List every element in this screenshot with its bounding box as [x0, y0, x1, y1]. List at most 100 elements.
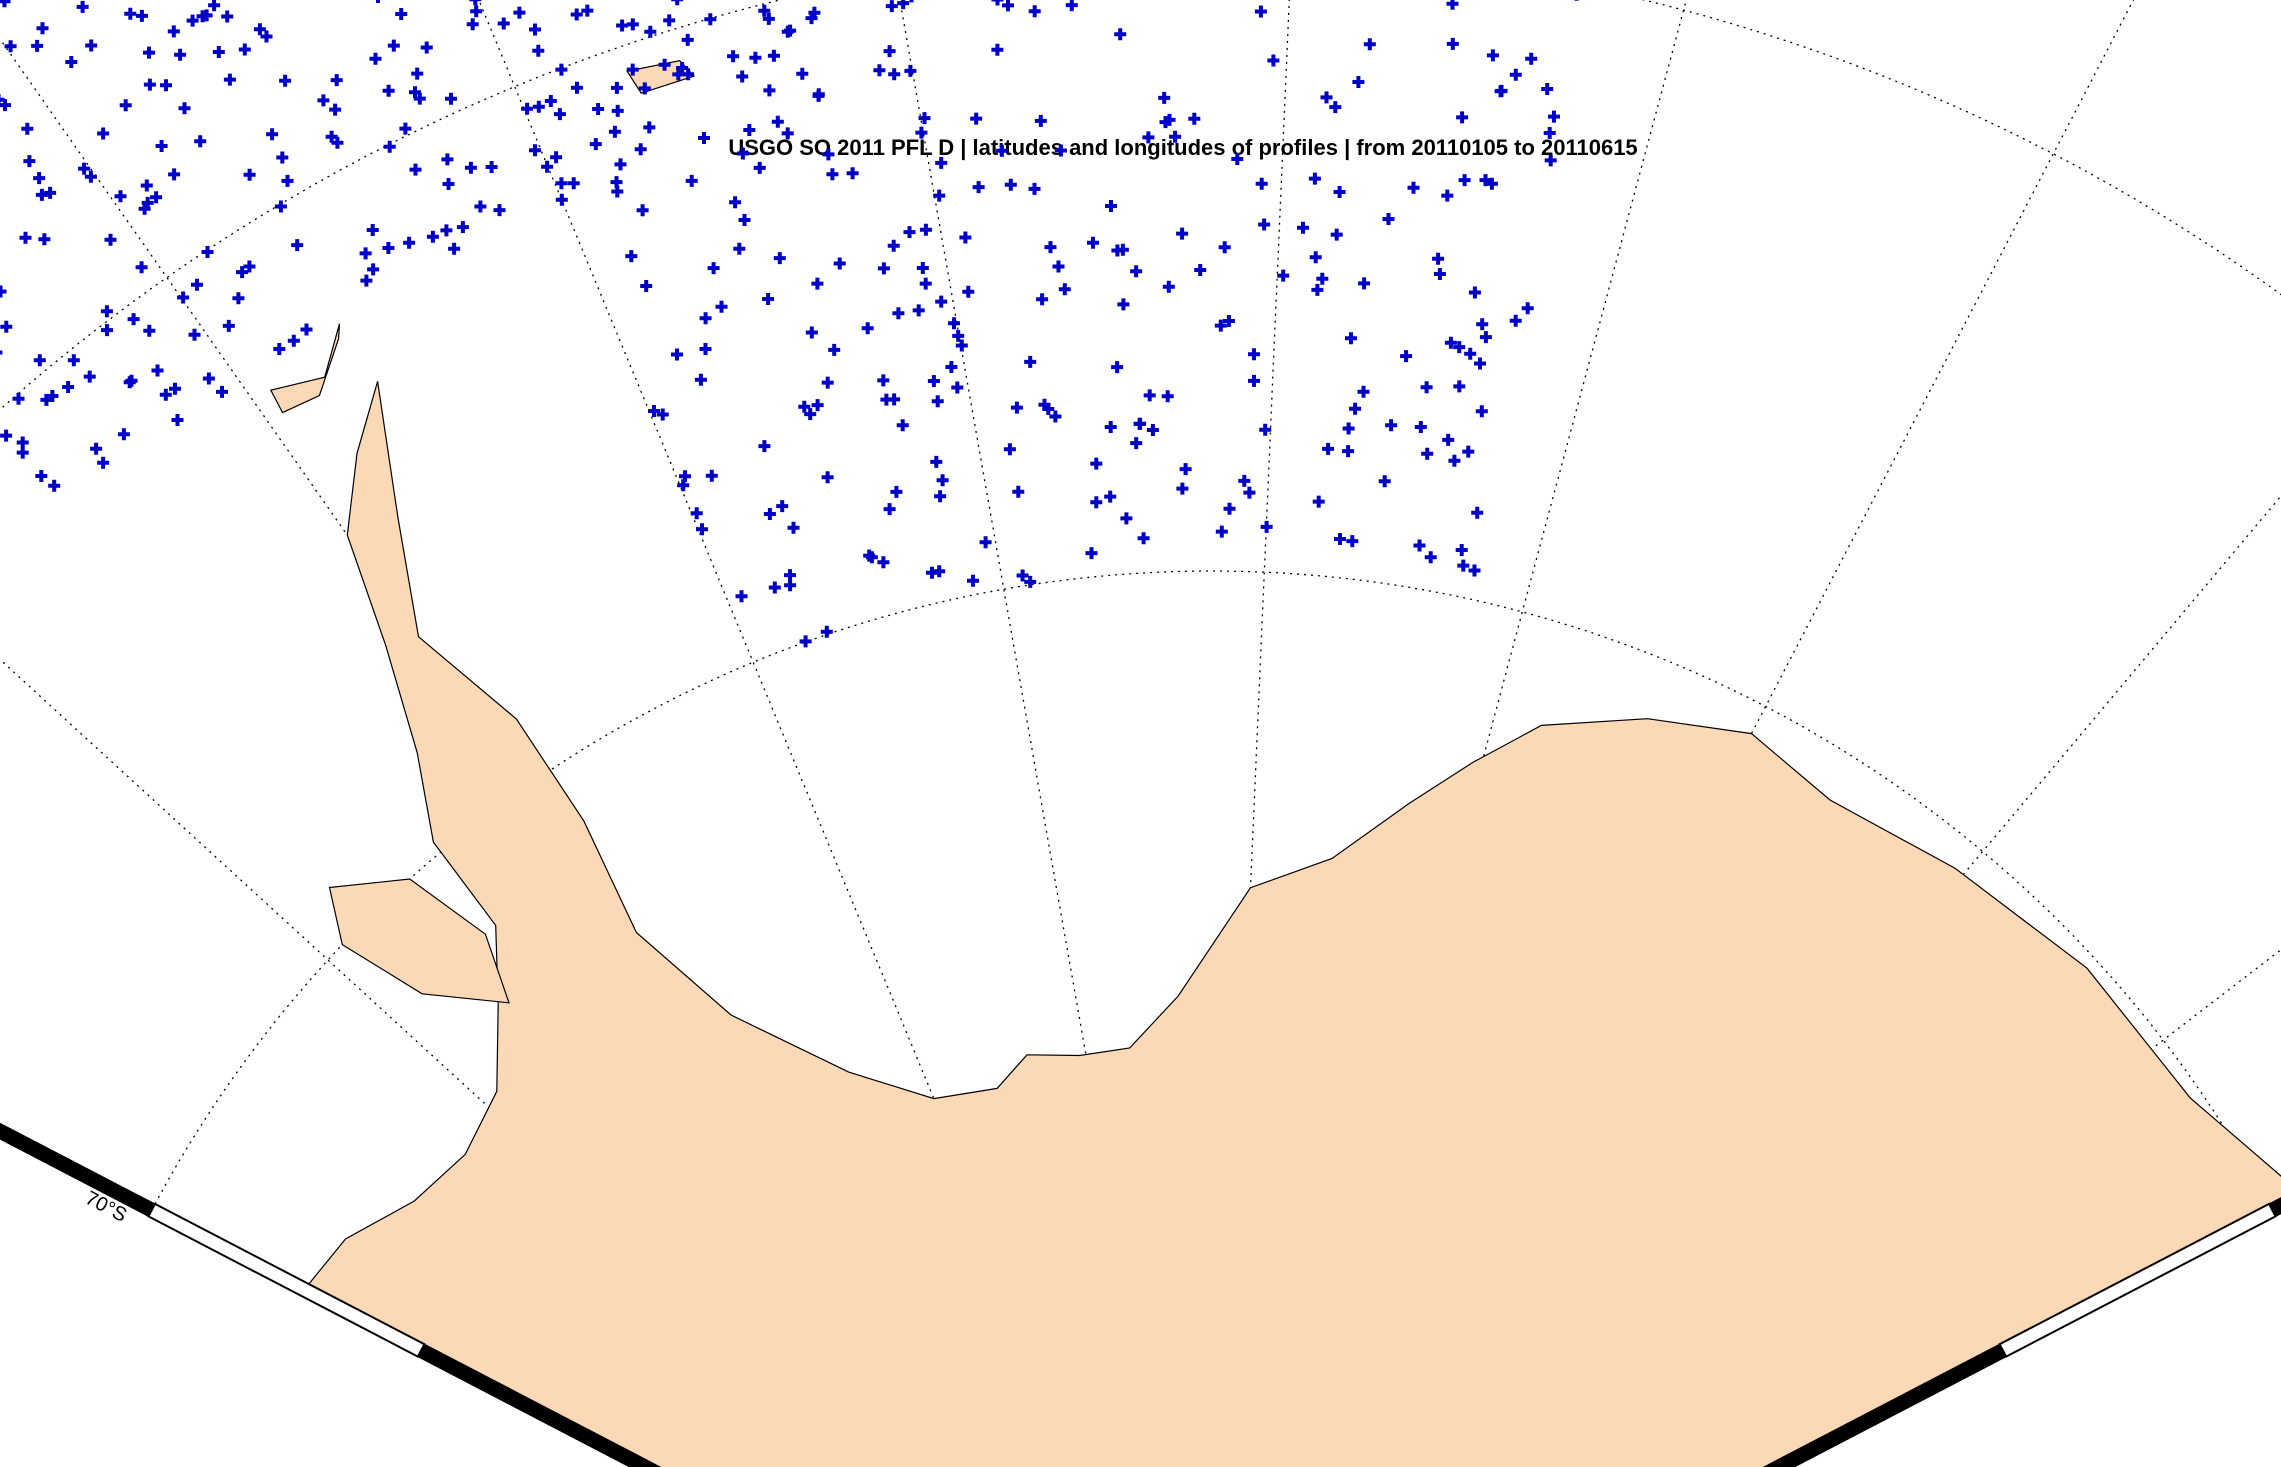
profile-point: [991, 0, 1004, 6]
profile-point: [1329, 101, 1342, 114]
profile-point: [529, 144, 541, 157]
profile-point: [253, 23, 266, 36]
profile-point: [951, 381, 964, 394]
profile-point: [1456, 111, 1469, 124]
profile-point: [1090, 496, 1103, 509]
profile-point: [300, 323, 313, 336]
profile-point: [821, 376, 834, 389]
profile-point: [888, 393, 901, 406]
profile-point: [1111, 361, 1124, 374]
profile-point: [1214, 319, 1227, 332]
profile-point: [1159, 116, 1172, 129]
profile-point: [1475, 405, 1488, 418]
profile-point: [19, 231, 32, 244]
profile-point: [1378, 475, 1391, 488]
profile-point: [820, 625, 833, 638]
profile-point: [555, 193, 568, 206]
profile-point: [936, 474, 949, 487]
profile-point: [36, 22, 49, 35]
profile-point: [1342, 445, 1355, 458]
profile-point: [1090, 457, 1103, 470]
profile-point: [140, 179, 153, 192]
profile-point: [1034, 114, 1047, 127]
profile-point: [23, 155, 36, 168]
profile-point: [1358, 277, 1371, 290]
profile-point: [143, 46, 155, 59]
profile-point: [0, 285, 7, 298]
profile-point: [919, 223, 932, 236]
profile-point: [101, 324, 113, 337]
profile-point: [1444, 336, 1457, 349]
profile-point: [1308, 172, 1321, 185]
profile-point: [1215, 525, 1228, 538]
profile-point: [776, 500, 789, 513]
profile-point: [114, 190, 127, 203]
profile-point: [46, 390, 59, 402]
profile-point: [448, 242, 461, 255]
profile-point: [796, 67, 809, 80]
profile-point: [1267, 54, 1280, 67]
profile-point: [178, 102, 191, 115]
profile-point: [174, 48, 187, 61]
profile-point: [1111, 244, 1124, 257]
profile-point: [1312, 495, 1325, 508]
profile-point: [532, 100, 545, 113]
profile-point: [135, 9, 148, 22]
profile-point: [1042, 403, 1055, 415]
profile-point: [798, 400, 811, 413]
profile-point: [610, 81, 623, 94]
profile-point: [420, 41, 433, 54]
profile-point: [1004, 178, 1017, 191]
profile-point: [1146, 424, 1159, 436]
profile-point: [171, 414, 184, 426]
profile-point: [1311, 283, 1324, 296]
profile-point: [1345, 332, 1357, 345]
profile-point: [276, 151, 289, 164]
profile-point: [382, 84, 395, 97]
profile-point: [833, 257, 846, 270]
profile-point: [935, 156, 948, 169]
profile-point: [1363, 38, 1376, 51]
profile-point: [1548, 110, 1560, 123]
profile-point: [991, 43, 1004, 56]
profile-point: [31, 39, 44, 52]
profile-point: [1521, 302, 1534, 315]
profile-markers: [0, 0, 1579, 648]
profile-point: [762, 12, 775, 25]
profile-point: [155, 140, 168, 152]
profile-point: [883, 503, 896, 516]
profile-point: [768, 581, 781, 594]
profile-point: [1544, 154, 1557, 167]
profile-point: [0, 99, 11, 112]
profile-point: [1223, 502, 1236, 515]
profile-point: [44, 186, 57, 199]
profile-point: [325, 130, 338, 143]
profile-cluster: [0, 0, 825, 492]
profile-point: [1255, 177, 1268, 190]
profile-point: [1036, 293, 1049, 306]
profile-point: [1462, 445, 1475, 458]
profile-point: [367, 263, 380, 276]
profile-point: [1162, 280, 1175, 293]
profile-point: [773, 252, 786, 265]
profile-point: [1218, 241, 1231, 254]
profile-point: [123, 376, 136, 389]
profile-point: [243, 260, 256, 273]
profile-point: [1297, 221, 1309, 234]
profile-point: [97, 127, 110, 140]
profile-point: [1495, 84, 1508, 97]
profile-point: [177, 291, 190, 304]
profile-point: [85, 39, 98, 52]
profile-point: [931, 395, 944, 408]
profile-point: [781, 25, 794, 38]
profile-point: [395, 8, 408, 20]
profile-point: [658, 58, 671, 71]
profile-point: [403, 236, 416, 249]
profile-point: [90, 442, 103, 455]
profile-point: [1414, 421, 1427, 433]
profile-point: [143, 324, 156, 337]
profile-point: [1468, 564, 1481, 577]
profile-point: [33, 354, 46, 367]
profile-point: [33, 172, 46, 185]
profile-point: [1453, 341, 1466, 354]
